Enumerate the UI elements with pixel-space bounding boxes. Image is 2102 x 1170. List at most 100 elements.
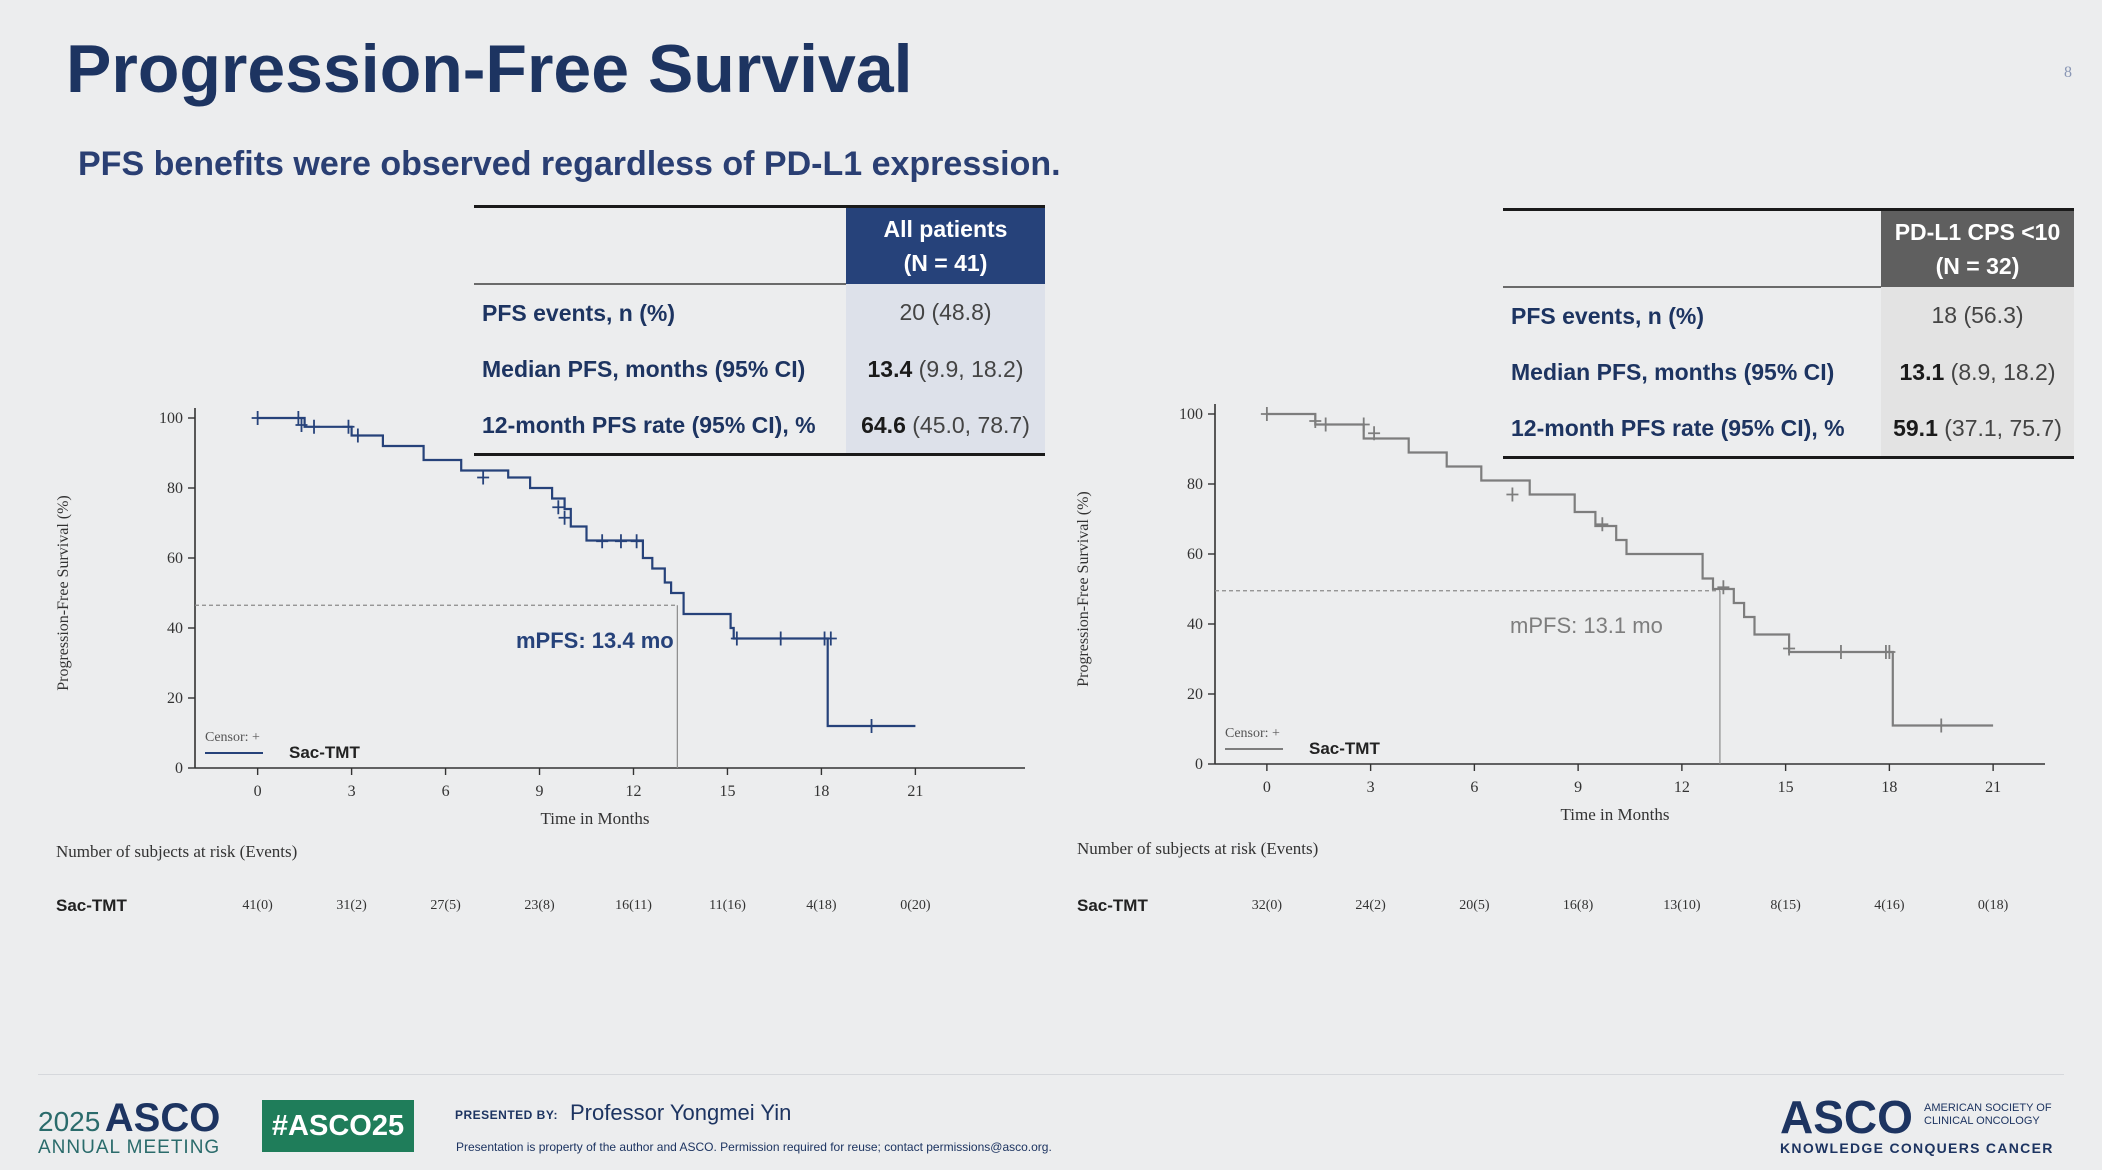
- row-value-text: 18 (56.3): [1931, 302, 2024, 328]
- km-survival-curve: [257, 416, 916, 728]
- x-tick-label: 9: [536, 783, 544, 800]
- y-axis-label: Progression-Free Survival (%): [1075, 491, 1092, 687]
- row-value-text: (45.0, 78.7): [912, 411, 1030, 438]
- table-header-blank: [1503, 209, 1881, 288]
- asco-logo: ASCO: [1780, 1091, 1913, 1143]
- row-value-bold: 13.4: [867, 355, 913, 382]
- censor-mark: [1319, 417, 1332, 432]
- row-value: 20 (48.8): [846, 284, 1045, 341]
- presenter-name: Professor Yongmei Yin: [570, 1100, 792, 1125]
- risk-table-value: 20(5): [1459, 898, 1490, 913]
- censor-mark: [1260, 407, 1273, 421]
- legend-series-label: Sac-TMT: [289, 743, 360, 762]
- y-tick-label: 80: [1187, 476, 1203, 493]
- table-header-row: All patients (N = 41): [474, 206, 1045, 285]
- legend-series-label: Sac-TMT: [1309, 739, 1380, 758]
- table-row: PFS events, n (%) 18 (56.3): [1503, 287, 2074, 344]
- censor-mark: [730, 631, 743, 646]
- table-header-row: PD-L1 CPS <10 (N = 32): [1503, 209, 2074, 288]
- header-line-2: (N = 32): [1935, 253, 2020, 279]
- y-tick-label: 100: [1179, 406, 1203, 423]
- row-label: 12-month PFS rate (95% CI), %: [1511, 414, 1845, 441]
- table-header-cps-low: PD-L1 CPS <10 (N = 32): [1881, 209, 2074, 287]
- x-tick-label: 12: [1674, 779, 1690, 796]
- censor-mark: [1596, 517, 1609, 532]
- x-tick-label: 3: [348, 783, 356, 800]
- censor-mark: [1357, 417, 1370, 432]
- censor-mark: [630, 534, 643, 549]
- y-axis-label: Progression-Free Survival (%): [55, 495, 72, 691]
- table-row: Median PFS, months (95% CI) 13.4 (9.9, 1…: [474, 341, 1045, 397]
- row-value: 13.1 (8.9, 18.2): [1881, 344, 2074, 400]
- y-tick-label: 40: [1187, 616, 1203, 633]
- y-tick-label: 40: [167, 620, 183, 637]
- censor-mark: [477, 470, 490, 485]
- meeting-subtitle: ANNUAL MEETING: [38, 1137, 221, 1158]
- censor-mark: [614, 534, 627, 549]
- censor-mark: [308, 419, 321, 434]
- row-label: PFS events, n (%): [1511, 302, 1704, 329]
- asco-society-name: AMERICAN SOCIETY OF CLINICAL ONCOLOGY: [1924, 1102, 2052, 1127]
- x-axis-label: Time in Months: [1561, 805, 1670, 824]
- x-tick-label: 0: [254, 783, 262, 800]
- risk-table-value: 13(10): [1663, 898, 1701, 913]
- row-value-bold: 64.6: [861, 411, 906, 438]
- censor-mark: [1717, 580, 1730, 595]
- median-pfs-label: mPFS: 13.1 mo: [1510, 613, 1663, 638]
- slide-number: 8: [2064, 64, 2072, 81]
- x-tick-label: 15: [719, 783, 735, 800]
- table-header-all-patients: All patients (N = 41): [846, 206, 1045, 284]
- hashtag-badge: #ASCO25: [262, 1100, 414, 1152]
- censor-mark: [1506, 487, 1519, 502]
- row-label: PFS events, n (%): [482, 299, 675, 326]
- table-header-blank: [474, 206, 846, 285]
- y-tick-label: 0: [175, 760, 183, 777]
- x-axis-label: Time in Months: [541, 809, 650, 828]
- y-tick-label: 60: [167, 550, 183, 567]
- median-pfs-label: mPFS: 13.4 mo: [516, 628, 674, 653]
- risk-table-value: 32(0): [1251, 898, 1283, 913]
- risk-table-value: 4(18): [806, 898, 837, 913]
- censor-mark: [342, 419, 355, 434]
- meeting-year: 2025: [38, 1106, 101, 1137]
- table-row: 12-month PFS rate (95% CI), % 64.6 (45.0…: [474, 397, 1045, 455]
- censor-mark: [1309, 414, 1322, 428]
- censor-mark: [1883, 645, 1896, 659]
- x-tick-label: 21: [907, 783, 923, 800]
- censor-mark: [1935, 718, 1948, 733]
- disclaimer-text: Presentation is property of the author a…: [456, 1140, 1052, 1154]
- x-tick-label: 18: [813, 783, 829, 800]
- table-row: Median PFS, months (95% CI) 13.1 (8.9, 1…: [1503, 344, 2074, 400]
- risk-table-value: 11(16): [709, 898, 746, 913]
- km-survival-curve: [1266, 412, 1994, 727]
- table-row: 12-month PFS rate (95% CI), % 59.1 (37.1…: [1503, 400, 2074, 458]
- censor-mark: [1368, 426, 1381, 441]
- censor-mark: [1834, 645, 1847, 659]
- censor-mark: [596, 534, 609, 549]
- risk-table-value: 8(15): [1770, 898, 1801, 913]
- table-row: PFS events, n (%) 20 (48.8): [474, 284, 1045, 341]
- x-tick-label: 0: [1263, 779, 1271, 796]
- row-value-text: (9.9, 18.2): [918, 355, 1024, 382]
- row-value: 18 (56.3): [1881, 287, 2074, 344]
- x-tick-label: 9: [1574, 779, 1582, 796]
- slide-title: Progression-Free Survival: [66, 31, 913, 107]
- pfs-summary-table-cps-low: PD-L1 CPS <10 (N = 32) PFS events, n (%)…: [1503, 208, 2074, 459]
- row-value-text: (37.1, 75.7): [1944, 414, 2062, 441]
- risk-table-value: 16(8): [1562, 898, 1594, 913]
- meeting-brand: ASCO: [104, 1096, 221, 1140]
- row-value-bold: 59.1: [1893, 414, 1938, 441]
- row-value-bold: 13.1: [1899, 358, 1945, 385]
- y-tick-label: 0: [1195, 756, 1203, 773]
- risk-table-value: 16(11): [615, 898, 652, 913]
- censor-mark: [251, 411, 264, 425]
- risk-table-value: 31(2): [336, 898, 367, 913]
- x-tick-label: 21: [1985, 779, 2001, 796]
- asco-tagline: KNOWLEDGE CONQUERS CANCER: [1780, 1140, 2054, 1156]
- footer-divider: [38, 1074, 2064, 1075]
- x-tick-label: 15: [1778, 779, 1794, 796]
- censor-mark: [1783, 641, 1796, 656]
- y-tick-label: 60: [1187, 546, 1203, 563]
- presented-by-label: PRESENTED BY:: [455, 1108, 558, 1122]
